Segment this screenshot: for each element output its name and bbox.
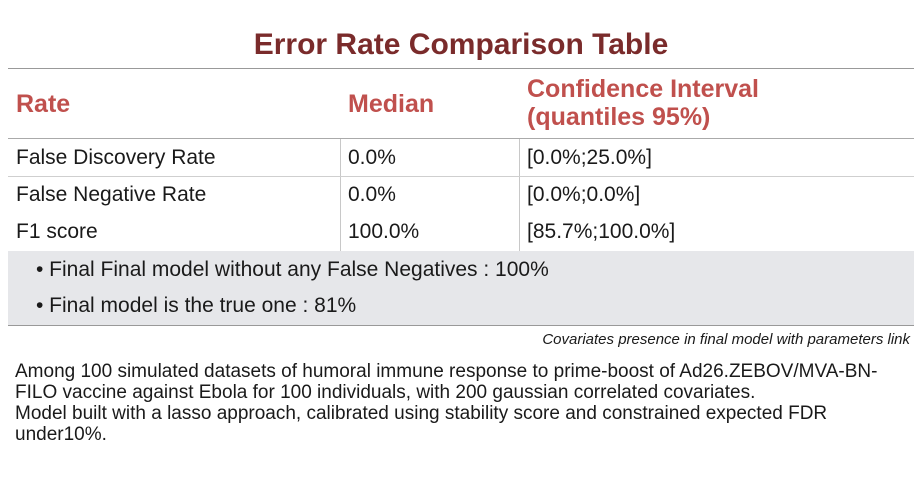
page-title: Error Rate Comparison Table <box>253 28 669 61</box>
summary-panel: • Final Final model without any False Ne… <box>8 251 914 325</box>
header-median: Median <box>348 90 435 118</box>
cell-ci: [0.0%;0.0%] <box>527 183 641 206</box>
table-header-row: Rate Median Confidence Interval (quantil… <box>8 70 914 139</box>
header-ci-line2: (quantiles 95%) <box>527 103 711 131</box>
table-caption: Covariates presence in final model with … <box>542 331 910 348</box>
column-divider <box>340 139 341 251</box>
cell-median: 0.0% <box>348 183 396 206</box>
description: Among 100 simulated datasets of humoral … <box>15 361 910 445</box>
cell-rate: False Discovery Rate <box>16 146 216 169</box>
description-paragraph: Model built with a lasso approach, calib… <box>15 403 828 445</box>
summary-bullet-true-model: • Final model is the true one : 81% <box>36 294 357 317</box>
header-divider <box>8 138 914 139</box>
summary-bullet-false-negatives: • Final Final model without any False Ne… <box>36 258 549 281</box>
table-row: False Negative Rate 0.0% [0.0%;0.0%] <box>8 176 914 213</box>
cell-rate: False Negative Rate <box>16 183 207 206</box>
table-bottom-divider <box>8 325 914 326</box>
header-rate: Rate <box>16 90 71 118</box>
header-confidence-interval: Confidence Interval (quantiles 95%) <box>527 75 759 131</box>
column-divider <box>519 139 520 251</box>
cell-rate: F1 score <box>16 220 98 243</box>
cell-ci: [0.0%;25.0%] <box>527 146 652 169</box>
cell-median: 100.0% <box>348 220 420 243</box>
cell-median: 0.0% <box>348 146 396 169</box>
description-paragraph: Among 100 simulated datasets of humoral … <box>15 361 878 403</box>
cell-ci: [85.7%;100.0%] <box>527 220 676 243</box>
table-row: False Discovery Rate 0.0% [0.0%;25.0%] <box>8 139 914 176</box>
table-row: F1 score 100.0% [85.7%;100.0%] <box>8 213 914 250</box>
header-ci-line1: Confidence Interval <box>527 75 759 103</box>
row-divider <box>8 176 914 177</box>
table-top-divider <box>8 68 914 69</box>
